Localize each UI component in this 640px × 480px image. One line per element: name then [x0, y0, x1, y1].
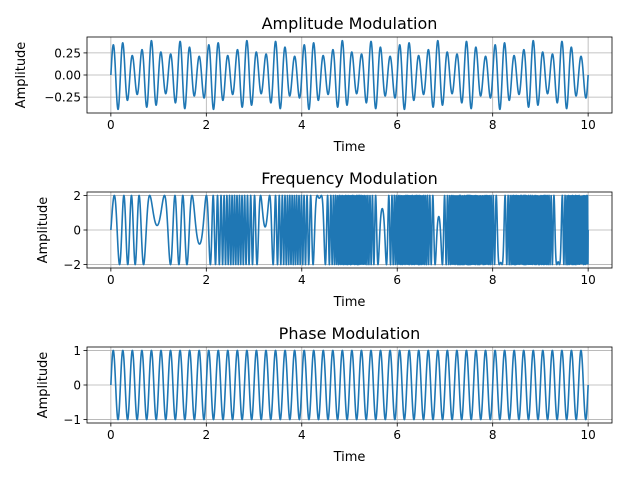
- x-tick-label: 8: [489, 273, 497, 287]
- y-axis-label: Amplitude: [36, 197, 51, 264]
- x-tick-label: 6: [393, 428, 401, 442]
- x-tick-label: 2: [202, 118, 210, 132]
- series-line: [110, 349, 589, 421]
- x-tick-label: 0: [107, 118, 115, 132]
- subplot-phase-modulation: 0 2 4 6 8 10 −1 0 1 Phase Modulation Time Amplitude: [36, 324, 613, 465]
- y-tick-label: 1: [73, 344, 81, 358]
- x-tick-label: 6: [393, 273, 401, 287]
- x-tick-label: 0: [107, 273, 115, 287]
- x-tick-label: 4: [298, 428, 306, 442]
- x-tick-label: 8: [489, 118, 497, 132]
- chart-title-frequency-modulation: Frequency Modulation: [261, 169, 438, 188]
- x-tick-label: 2: [202, 428, 210, 442]
- y-tick-label: 0.00: [54, 69, 81, 83]
- x-tick-label: 2: [202, 273, 210, 287]
- x-tick-label: 4: [298, 118, 306, 132]
- y-tick-label: −0.25: [44, 91, 81, 105]
- x-tick-label: 0: [107, 428, 115, 442]
- x-tick-label: 4: [298, 273, 306, 287]
- y-tick-label: −2: [63, 258, 81, 272]
- x-axis-label: Time: [333, 450, 366, 465]
- y-tick-label: 0.25: [54, 46, 81, 60]
- y-tick-label: 0: [73, 379, 81, 393]
- y-axis-label: Amplitude: [14, 42, 29, 109]
- x-tick-label: 10: [580, 273, 595, 287]
- y-tick-label: 0: [73, 224, 81, 238]
- x-tick-label: 10: [580, 428, 595, 442]
- y-tick-label: −1: [63, 413, 81, 427]
- series-line: [110, 39, 589, 111]
- x-tick-label: 10: [580, 118, 595, 132]
- subplot-amplitude-modulation: 0 2 4 6 8 10 −0.25 0.00 0.25 Amplitude Modulation…: [14, 14, 613, 155]
- x-axis-label: Time: [333, 295, 366, 310]
- subplot-frequency-modulation: 0 2 4 6 8 10 −2 0 2 Frequency Modulation Time Ampli…: [36, 169, 613, 310]
- y-tick-label: 2: [73, 189, 81, 203]
- x-tick-label: 8: [489, 428, 497, 442]
- chart-title-amplitude-modulation: Amplitude Modulation: [262, 14, 438, 33]
- x-axis-label: Time: [333, 140, 366, 155]
- chart-title-phase-modulation: Phase Modulation: [279, 324, 421, 343]
- x-tick-label: 6: [393, 118, 401, 132]
- series-line: [110, 194, 589, 266]
- y-axis-label: Amplitude: [36, 352, 51, 419]
